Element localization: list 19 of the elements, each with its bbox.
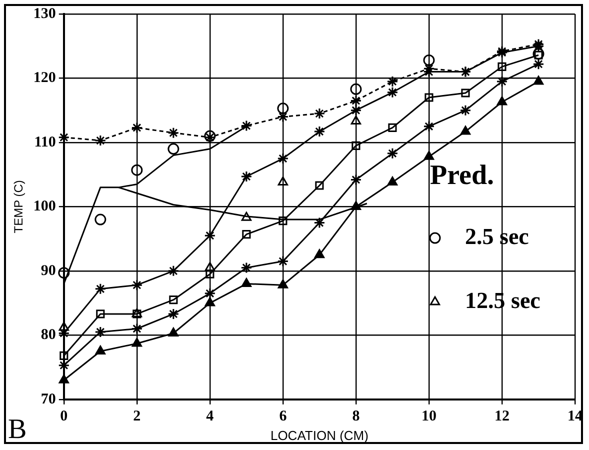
y-axis-title: TEMP (C)	[12, 180, 26, 234]
y-tick-label: 110	[34, 134, 56, 150]
y-tick-label: 100	[33, 198, 56, 215]
x-tick-label: 4	[206, 408, 214, 424]
x-tick-label: 14	[568, 408, 583, 424]
text: B	[8, 414, 27, 446]
x-tick-label: 8	[352, 408, 360, 424]
legend-title: Pred.	[430, 160, 494, 192]
x-tick-label: 6	[279, 408, 288, 424]
x-tick-label: 12	[494, 408, 510, 424]
x-tick-label: 0	[60, 408, 68, 424]
y-tick-label: 70	[40, 391, 56, 408]
x-tick-label: 10	[421, 408, 436, 424]
y-tick-label: 120	[33, 70, 56, 86]
x-tick-label: 2	[133, 408, 141, 424]
y-tick-label: 130	[33, 6, 56, 22]
y-tick-label: 90	[40, 262, 56, 279]
x-axis-title: LOCATION (CM)	[270, 428, 368, 443]
y-tick-label: 80	[40, 327, 56, 344]
